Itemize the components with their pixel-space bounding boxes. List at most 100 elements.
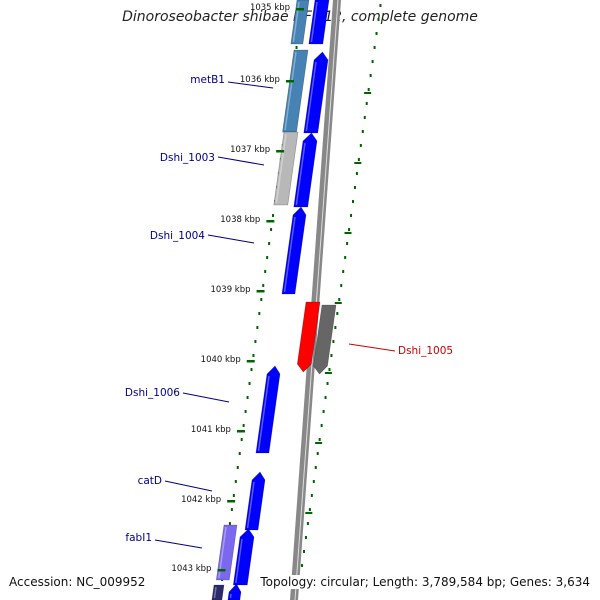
tick-mark bbox=[266, 220, 275, 223]
gene-label-fabi1: fabI1 bbox=[125, 532, 152, 544]
backbone-line bbox=[290, 0, 341, 600]
gene-block bbox=[211, 584, 225, 600]
tick-dot bbox=[324, 396, 327, 399]
tick-dot bbox=[270, 228, 273, 231]
tick-dot bbox=[250, 368, 253, 371]
tick-dot bbox=[272, 214, 275, 217]
cds-arrow-shade bbox=[283, 216, 296, 293]
tick-dot bbox=[332, 340, 335, 343]
gene-label-metb1: metB1 bbox=[190, 74, 225, 86]
cds-arrow bbox=[255, 365, 281, 454]
cds-arrow bbox=[281, 206, 307, 295]
tick-dot bbox=[232, 494, 235, 497]
tick-label: 1043 kbp bbox=[171, 564, 211, 574]
tick-dot bbox=[361, 130, 364, 133]
tick-mark bbox=[246, 360, 255, 363]
tick-dot bbox=[344, 256, 347, 259]
tick-label: 1038 kbp bbox=[220, 215, 260, 225]
tick-label: 1042 kbp bbox=[181, 495, 221, 505]
gene-leader-line bbox=[207, 234, 255, 244]
cds-arrow bbox=[227, 583, 242, 600]
tick-dot bbox=[379, 4, 382, 7]
gene-label-dshi_1005: Dshi_1005 bbox=[398, 345, 453, 357]
gene-leader-line bbox=[217, 156, 265, 166]
gene-label-dshi_1003: Dshi_1003 bbox=[160, 152, 215, 164]
tick-dot bbox=[377, 18, 380, 21]
tick-mark bbox=[285, 80, 294, 83]
tick-dot bbox=[256, 326, 259, 329]
tick-mark bbox=[236, 430, 245, 433]
tick-dash bbox=[324, 372, 332, 374]
tick-dot bbox=[357, 158, 360, 161]
gene-label-dshi_1006: Dshi_1006 bbox=[125, 387, 180, 399]
tick-dot bbox=[346, 242, 349, 245]
gene-leader-line bbox=[227, 81, 274, 89]
tick-label: 1037 kbp bbox=[230, 145, 270, 155]
tick-dot bbox=[373, 46, 376, 49]
tick-dot bbox=[334, 326, 337, 329]
tick-dot bbox=[314, 466, 317, 469]
tick-dot bbox=[254, 340, 257, 343]
tick-dot bbox=[353, 186, 356, 189]
tick-dot bbox=[228, 522, 231, 525]
tick-dot bbox=[328, 368, 331, 371]
tick-dot bbox=[371, 60, 374, 63]
gene-leader-line bbox=[182, 392, 230, 403]
tick-mark bbox=[296, 8, 305, 11]
tick-dot bbox=[318, 438, 321, 441]
tick-dot bbox=[242, 424, 245, 427]
accession-text: Accession: NC_009952 bbox=[7, 575, 148, 589]
gene-block bbox=[290, 0, 310, 45]
topology-text: Topology: circular; Length: 3,789,584 bp… bbox=[258, 575, 592, 589]
tick-dash bbox=[315, 442, 323, 444]
tick-dot bbox=[295, 46, 298, 49]
gene-block-shade bbox=[275, 133, 287, 204]
tick-dot bbox=[316, 452, 319, 455]
backbone bbox=[290, 0, 341, 600]
tick-dot bbox=[365, 102, 368, 105]
cds-arrow-shade bbox=[246, 481, 255, 529]
gene-features bbox=[211, 0, 337, 600]
cds-arrow bbox=[293, 132, 318, 208]
cds-arrow-shade bbox=[310, 1, 318, 43]
gene-block bbox=[215, 524, 238, 581]
tick-dot bbox=[266, 256, 269, 259]
tick-dot bbox=[330, 354, 333, 357]
tick-dot bbox=[230, 508, 233, 511]
tick-dot bbox=[326, 382, 329, 385]
cds-arrow-shade bbox=[229, 593, 232, 599]
gene-label-catd: catD bbox=[138, 475, 162, 487]
gene-block bbox=[273, 131, 299, 206]
tick-dot bbox=[340, 284, 343, 287]
tick-dot bbox=[306, 522, 309, 525]
gene-leader-line bbox=[154, 539, 203, 549]
cds-arrow-shade bbox=[257, 375, 270, 452]
tick-marks: 1035 kbp 1036 kbp 1037 kbp 1038 kbp 1039 kbp… bbox=[171, 3, 305, 574]
tick-dot bbox=[355, 172, 358, 175]
tick-dot bbox=[363, 116, 366, 119]
tick-dot bbox=[240, 438, 243, 441]
tick-label: 1039 kbp bbox=[210, 285, 250, 295]
tick-label: 1041 kbp bbox=[191, 425, 231, 435]
tick-mark bbox=[276, 150, 285, 153]
tick-label: 1036 kbp bbox=[240, 75, 280, 85]
tick-dot bbox=[268, 242, 271, 245]
tick-dot bbox=[369, 74, 372, 77]
cds-arrow bbox=[303, 51, 329, 134]
tick-dot bbox=[320, 424, 323, 427]
tick-dot bbox=[375, 32, 378, 35]
tick-dot bbox=[262, 284, 265, 287]
tick-dot bbox=[260, 298, 263, 301]
tick-dot bbox=[248, 382, 251, 385]
gene-block-reverse bbox=[297, 301, 321, 373]
tick-dot bbox=[367, 88, 370, 91]
tick-dot bbox=[303, 550, 305, 553]
cds-arrow-shade bbox=[295, 142, 306, 206]
tick-dash bbox=[354, 162, 362, 164]
tick-dot bbox=[342, 270, 345, 273]
tick-dot bbox=[310, 494, 313, 497]
cds-arrow-shade bbox=[305, 61, 317, 132]
tick-dot bbox=[322, 410, 325, 413]
cds-arrow bbox=[244, 471, 266, 531]
